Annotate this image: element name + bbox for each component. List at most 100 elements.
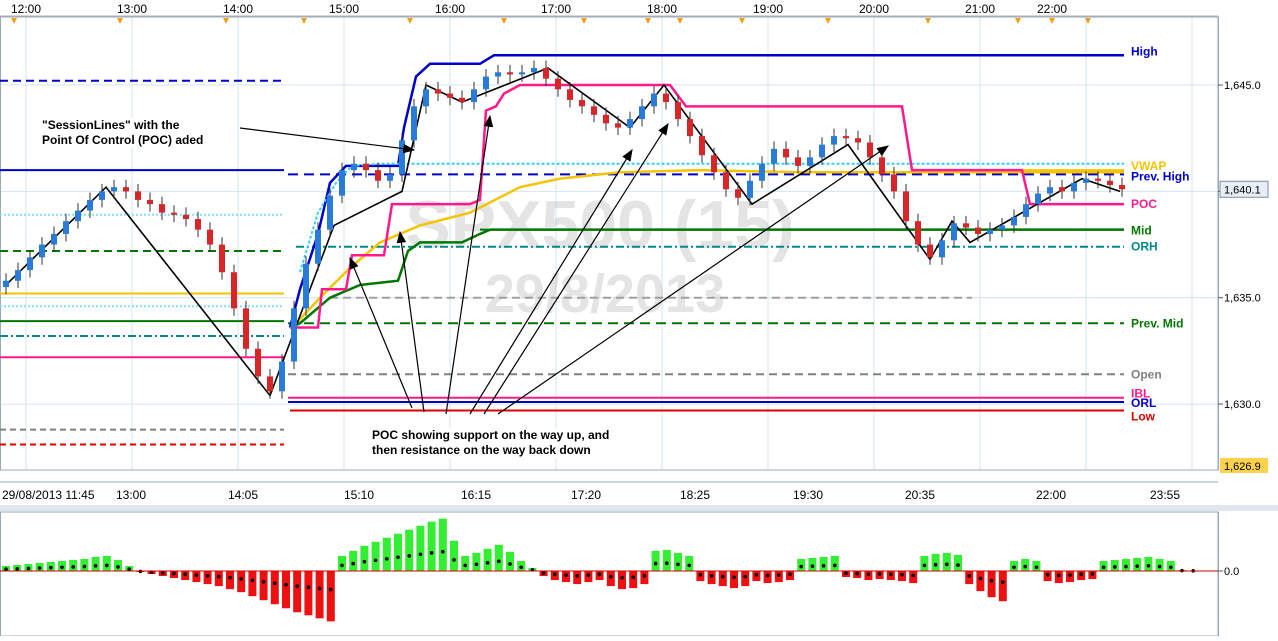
session-marker-icon: [581, 18, 587, 24]
histogram-dot: [933, 562, 938, 567]
candle-body: [243, 308, 249, 349]
histogram-bar: [741, 571, 750, 587]
candle-body: [903, 191, 909, 222]
histogram-bar: [483, 548, 492, 571]
candle-body: [567, 89, 573, 100]
candle-body: [723, 172, 729, 190]
histogram-dot: [4, 567, 8, 571]
candle-body: [687, 119, 693, 137]
histogram-dot: [575, 574, 579, 578]
histogram-dot: [631, 575, 635, 580]
histogram-dot: [373, 558, 378, 563]
top-time-bar: [0, 0, 1278, 16]
top-time-label: 21:00: [965, 2, 995, 16]
histogram-dot: [732, 575, 736, 580]
watermark-date: 29/8/2013: [485, 264, 725, 324]
candle-body: [651, 93, 657, 107]
histogram-dot: [609, 574, 613, 579]
histogram-dot: [452, 558, 456, 562]
histogram-dot: [1057, 573, 1061, 578]
histogram-bar: [382, 537, 391, 571]
line-label-low: Low: [1131, 409, 1156, 423]
histogram-dot: [1090, 572, 1095, 576]
histogram-bar: [1144, 556, 1153, 571]
y-tick-label: 1,635.0: [1224, 293, 1261, 305]
line-label-orl: ORL: [1131, 396, 1156, 410]
histogram-dot: [273, 581, 277, 586]
histogram-dot: [93, 564, 98, 568]
candle-body: [339, 170, 345, 196]
candle-body: [411, 106, 417, 141]
candle-body: [459, 97, 465, 103]
candle-body: [111, 187, 117, 192]
histogram-dot: [463, 563, 468, 568]
candle-body: [63, 221, 69, 234]
candle-body: [1035, 193, 1041, 205]
current-price-badge: [1219, 180, 1269, 198]
histogram-dot: [945, 562, 949, 567]
candle-body: [183, 214, 189, 220]
histogram-dot: [485, 561, 490, 565]
watermark-symbol: SPX500 (15): [405, 187, 794, 263]
histogram-dot: [205, 574, 210, 578]
candle-body: [15, 270, 21, 281]
session-marker-icon: [677, 18, 683, 24]
candle-body: [135, 191, 141, 200]
histogram-dot: [956, 563, 960, 567]
histogram-dot: [586, 573, 591, 577]
x-tick-label: 18:25: [680, 488, 710, 502]
line-label-prev-mid: Prev. Mid: [1131, 316, 1183, 330]
histogram-bar: [819, 556, 828, 571]
histogram-bar: [91, 556, 100, 571]
histogram-dot: [1079, 572, 1083, 577]
session-marker-icon: [223, 18, 229, 24]
candle-body: [171, 212, 177, 215]
histogram-bar: [718, 571, 727, 587]
histogram-bar: [394, 533, 402, 571]
candle-body: [555, 78, 561, 90]
candle-body: [327, 195, 333, 230]
top-time-label: 13:00: [117, 2, 147, 16]
histogram-bar: [360, 545, 369, 571]
histogram-dot: [1146, 564, 1151, 568]
line-label-ibl: IBL: [1131, 387, 1150, 401]
histogram-bar: [226, 571, 234, 590]
histogram-dot: [922, 563, 927, 568]
histogram-bar: [730, 571, 738, 589]
histogram-dot: [833, 563, 837, 568]
histogram-dot: [709, 574, 714, 578]
price-axis: 1,645.01,640.01,635.01,630.01,640.11,626…: [1218, 80, 1269, 473]
histogram-dot: [1001, 580, 1005, 584]
candle-body: [951, 223, 957, 241]
histogram-bar: [315, 571, 324, 619]
candle-body: [147, 199, 153, 205]
histogram-bar: [237, 571, 246, 593]
session-marker-icon: [645, 18, 651, 24]
histogram-dot: [37, 566, 42, 570]
histogram-dot: [183, 572, 187, 577]
histogram-dot: [541, 571, 546, 575]
histogram-dot: [844, 571, 848, 576]
histogram-dot: [765, 573, 770, 578]
histogram-dot: [1045, 572, 1050, 577]
candle-body: [255, 348, 261, 377]
histogram-bar: [506, 551, 514, 571]
candle-body: [363, 163, 369, 171]
session-marker-icon: [1015, 18, 1021, 24]
x-tick-label: 22:00: [1036, 488, 1066, 502]
histogram-bar: [438, 518, 447, 571]
histogram-dot: [810, 564, 815, 568]
histogram-dot: [306, 585, 311, 590]
histogram-dot: [441, 549, 445, 554]
histogram-bar: [998, 571, 1007, 602]
x-tick-label: 13:00: [116, 488, 146, 502]
annotation-arrow: [483, 122, 669, 415]
histogram-bar: [427, 521, 436, 571]
line-label-mid: Mid: [1131, 224, 1152, 238]
histogram-dot: [127, 567, 131, 571]
histogram-dot: [317, 586, 322, 591]
histogram-dot: [1135, 564, 1139, 568]
candle-body: [783, 148, 789, 158]
